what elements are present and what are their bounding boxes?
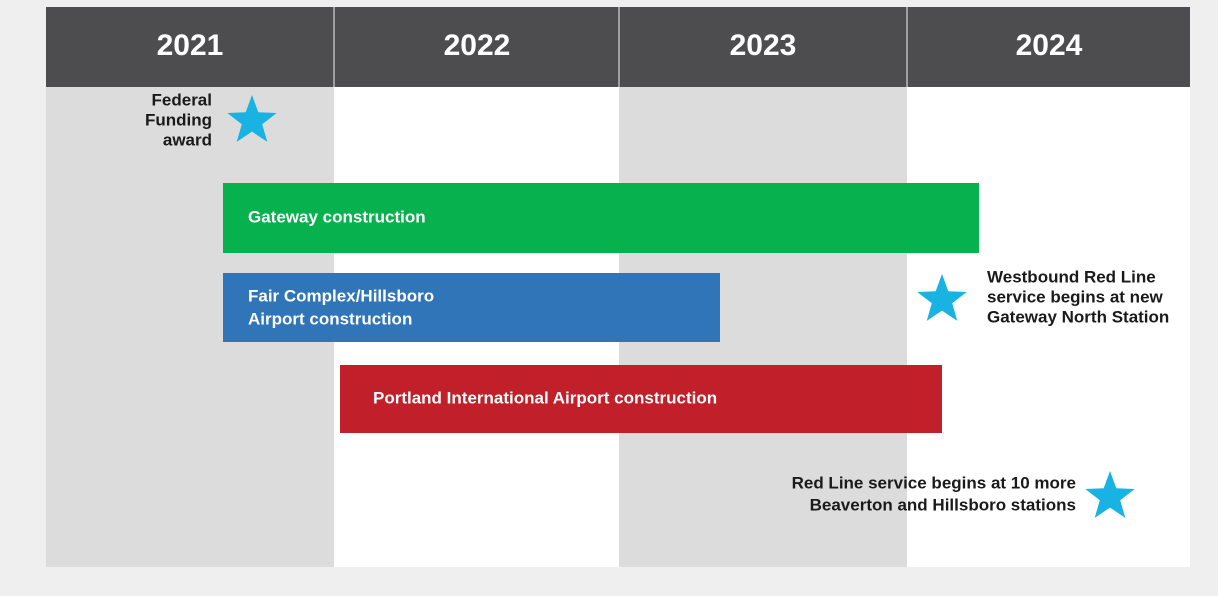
milestone-label: Red Line service begins at 10 more: [792, 473, 1076, 492]
header-bar: [46, 7, 1190, 87]
milestone-label: award: [163, 130, 212, 149]
year: 2024: [1016, 29, 1083, 62]
phase-bar: [223, 183, 979, 253]
milestone-star: [1085, 471, 1135, 518]
milestone-label: Funding: [145, 110, 212, 129]
phase-bar: [340, 365, 942, 433]
milestone-label: Gateway North Station: [987, 307, 1169, 326]
milestone-star: [917, 274, 967, 321]
bar-label: Fair Complex/Hillsboro: [248, 286, 434, 305]
year: 2022: [444, 29, 511, 62]
milestone-label: Federal: [152, 90, 212, 109]
bar-label: Airport construction: [248, 309, 412, 328]
year: 2023: [730, 29, 797, 62]
milestone-label: Westbound Red Line: [987, 267, 1156, 286]
year: 2021: [157, 29, 224, 62]
bar-label: Gateway construction: [248, 207, 426, 226]
bar-label: Portland International Airport construct…: [373, 388, 717, 407]
milestone-star: [227, 95, 277, 142]
milestone-label: Beaverton and Hillsboro stations: [810, 495, 1076, 514]
year-column: [907, 87, 1190, 567]
phase-bar: [223, 273, 720, 342]
milestone-label: service begins at new: [987, 287, 1164, 306]
